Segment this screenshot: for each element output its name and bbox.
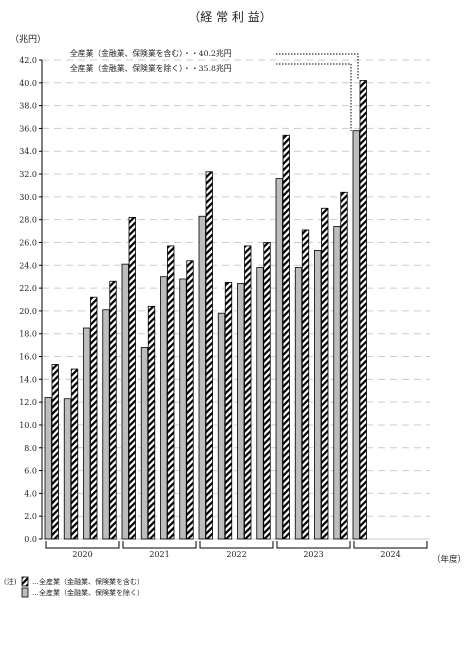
year-bracket	[276, 541, 351, 549]
bar-including-finance	[205, 171, 213, 540]
y-tick-label: 6.0	[24, 467, 37, 476]
bar-including-finance	[70, 368, 79, 540]
y-tick-label: 8.0	[24, 444, 37, 453]
bar-excluding-finance	[160, 276, 168, 540]
y-tick-label: 24.0	[19, 261, 37, 270]
legend-gray-swatch	[21, 587, 29, 598]
year-bracket	[45, 541, 120, 549]
year-bracket	[122, 541, 197, 549]
year-label: 2021	[149, 550, 169, 559]
y-tick-label: 30.0	[19, 193, 37, 202]
y-tick-label: 0.0	[24, 535, 37, 544]
bar-excluding-finance	[83, 327, 91, 540]
annotation-including-finance: 全産業（金融業、保険業を含む）・・40.2兆円	[70, 48, 232, 58]
year-label: 2023	[303, 550, 323, 559]
bar-including-finance	[128, 216, 136, 540]
bar-including-finance	[186, 260, 194, 540]
year-bracket	[199, 541, 274, 549]
bar-including-finance	[359, 80, 367, 540]
bars	[44, 80, 367, 540]
bar-excluding-finance	[237, 283, 245, 540]
y-tick-label: 26.0	[19, 238, 37, 247]
y-axis-unit: （兆円）	[10, 34, 46, 45]
y-tick-label: 2.0	[24, 512, 37, 521]
bar-including-finance	[301, 229, 310, 540]
bar-excluding-finance	[140, 346, 149, 540]
y-tick-label: 12.0	[19, 398, 37, 407]
bar-including-finance	[90, 296, 98, 540]
x-axis-unit: （年度）	[432, 554, 466, 565]
annotation-leader-excluding	[276, 63, 352, 131]
y-tick-label: 14.0	[19, 375, 37, 384]
chart-title: （経 常 利 益）	[188, 10, 271, 24]
bar-including-finance	[224, 281, 233, 540]
bar-including-finance	[282, 134, 290, 540]
bar-excluding-finance	[63, 398, 72, 540]
bar-excluding-finance	[352, 130, 360, 540]
year-label: 2022	[226, 550, 246, 559]
bar-including-finance	[263, 242, 271, 540]
bar-excluding-finance	[198, 215, 206, 540]
y-tick-label: 22.0	[19, 284, 37, 293]
gridlines	[42, 59, 430, 540]
legend-including-finance: …全産業（金融業、保険業を含む）	[32, 577, 144, 586]
y-tick-label: 40.0	[19, 79, 37, 88]
y-axis-ticks: 0.0 2.0 4.0 6.0 8.0 10.0 12.0 14.0 16.0 18.0 20.0 2…	[19, 56, 42, 544]
bar-including-finance	[340, 191, 348, 540]
bar-including-finance	[51, 364, 59, 540]
legend-hatched-swatch	[21, 576, 29, 587]
annotation-excluding-finance: 全産業（金融業、保険業を除く）・・35.8兆円	[70, 63, 232, 73]
bar-excluding-finance	[102, 309, 110, 540]
annotation-leader-including	[276, 53, 359, 80]
y-tick-label: 20.0	[19, 307, 37, 316]
year-label: 2024	[380, 550, 400, 559]
y-tick-label: 36.0	[19, 124, 37, 133]
y-tick-label: 10.0	[19, 421, 37, 430]
bar-excluding-finance	[294, 267, 303, 540]
bar-excluding-finance	[275, 178, 283, 540]
bar-including-finance	[167, 245, 175, 540]
y-tick-label: 38.0	[19, 102, 37, 111]
y-tick-label: 42.0	[19, 56, 37, 65]
bar-excluding-finance	[256, 267, 264, 540]
y-tick-label: 34.0	[19, 147, 37, 156]
bar-excluding-finance	[333, 226, 341, 540]
bar-excluding-finance	[217, 312, 226, 540]
year-bracket	[353, 541, 428, 549]
legend-excluding-finance: …全産業（金融業、保険業を除く）	[32, 588, 144, 597]
note-mark: (注)	[4, 577, 17, 586]
y-tick-label: 28.0	[19, 216, 37, 225]
bar-including-finance	[109, 280, 117, 540]
bar-excluding-finance	[44, 397, 52, 540]
bar-excluding-finance	[179, 278, 187, 540]
y-tick-label: 18.0	[19, 330, 37, 339]
bar-including-finance	[321, 207, 329, 540]
y-tick-label: 4.0	[24, 489, 37, 498]
bar-including-finance	[244, 245, 252, 540]
x-axis-years: 2020 2021 2022 2023 2024	[45, 541, 428, 559]
bar-excluding-finance	[314, 250, 322, 540]
y-tick-label: 16.0	[19, 353, 37, 362]
bar-including-finance	[147, 305, 156, 540]
year-label: 2020	[72, 550, 92, 559]
bar-excluding-finance	[121, 263, 129, 540]
y-tick-label: 32.0	[19, 170, 37, 179]
